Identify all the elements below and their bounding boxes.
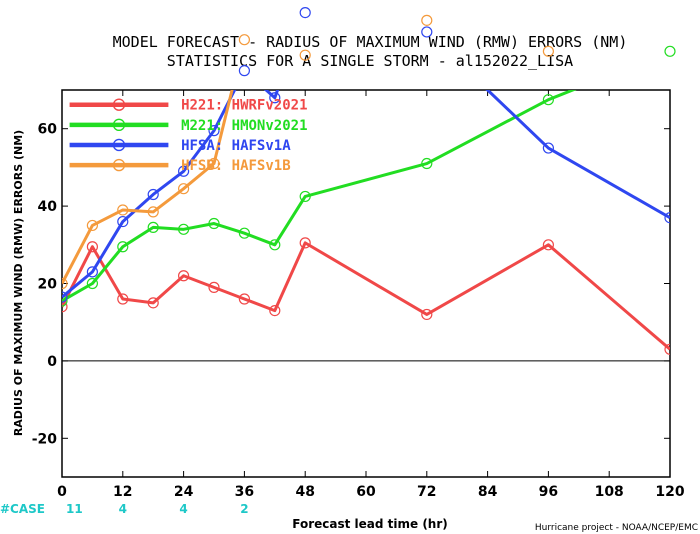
x-tick-label: 96: [539, 484, 558, 500]
y-tick-label: -20: [32, 431, 58, 447]
data-point: [421, 14, 433, 26]
legend-label: M221: HMONv2021: [181, 118, 307, 134]
data-point: [178, 165, 190, 177]
x-tick-label: 84: [478, 484, 498, 500]
data-point: [238, 293, 250, 305]
x-tick-label: 72: [417, 484, 436, 500]
data-point: [147, 297, 159, 309]
data-point: [208, 157, 220, 170]
x-tick-label: 48: [295, 484, 314, 500]
data-point: [178, 270, 190, 282]
data-point: [62, 277, 68, 290]
data-point: [664, 212, 670, 224]
series-line: [62, 241, 670, 351]
data-point: [542, 142, 555, 154]
data-point: [542, 239, 555, 251]
legend-label: HFSA: HAFSv1A: [181, 138, 291, 154]
legend-label: HFSB: HAFSv1B: [181, 158, 291, 174]
y-tick-label: 20: [38, 277, 58, 293]
axes: 0 12 24 36 48 60 72 84 96 108 120 -20 0 20 40 60: [32, 90, 685, 500]
data-point: [117, 215, 129, 228]
data-point: [421, 26, 433, 38]
series-line: [62, 90, 577, 303]
data-point: [62, 301, 68, 313]
data-point: [117, 293, 129, 305]
series-1: [62, 90, 577, 307]
case-count: 11: [66, 502, 83, 516]
data-point: [86, 219, 99, 232]
chart-title-line2: STATISTICS FOR A SINGLE STORM - al152022…: [167, 52, 573, 70]
legend-item: HFSA: HAFSv1A: [69, 138, 291, 154]
legend: H221: HWRFv2021 M221: HMONv2021 HFSA: HAFS…: [69, 98, 308, 174]
data-point: [178, 183, 190, 195]
plot-frame: [61, 89, 671, 478]
data-point: [117, 204, 129, 216]
data-point: [62, 295, 68, 307]
case-count: 4: [119, 502, 127, 516]
data-point: [208, 217, 220, 230]
legend-item: HFSB: HAFSv1B: [69, 158, 291, 174]
chart-title-line1: MODEL FORECAST - RADIUS OF MAXIMUM WIND …: [113, 33, 628, 51]
x-tick-label: 12: [113, 484, 132, 500]
x-tick-label: 60: [356, 484, 376, 500]
data-point: [238, 65, 250, 77]
legend-marker: [112, 158, 126, 172]
legend-item: H221: HWRFv2021: [69, 98, 308, 114]
data-point: [147, 221, 159, 233]
legend-marker: [112, 138, 126, 152]
y-tick-label: 40: [38, 199, 58, 215]
case-count: 2: [240, 502, 248, 516]
offscale-markers: [238, 7, 676, 77]
data-point: [269, 239, 281, 251]
data-point: [299, 190, 311, 203]
series-0: [62, 237, 670, 355]
series-line: [62, 90, 234, 285]
x-tick-label: 36: [235, 484, 254, 500]
case-count-row: #CASE 11 4 4 2: [0, 502, 249, 516]
data-point: [86, 277, 99, 290]
data-point: [117, 241, 129, 253]
data-point: [178, 223, 190, 235]
data-point: [542, 94, 555, 106]
data-point: [269, 304, 281, 317]
data-point: [664, 45, 676, 57]
x-axis-label: Forecast lead time (hr): [292, 517, 448, 531]
y-tick-label: 60: [38, 122, 58, 138]
case-count: 4: [179, 502, 187, 516]
data-point: [62, 291, 68, 303]
case-label: #CASE: [0, 502, 45, 516]
x-tick-label: 0: [57, 484, 67, 500]
credit-text: Hurricane project - NOAA/NCEP/EMC: [535, 523, 698, 533]
data-point: [421, 157, 433, 170]
legend-label: H221: HWRFv2021: [181, 98, 307, 114]
data-point: [542, 45, 555, 57]
x-tick-label: 120: [655, 484, 684, 500]
data-point: [269, 92, 281, 104]
y-tick-label: 0: [47, 354, 57, 370]
legend-marker: [112, 98, 126, 111]
legend-marker: [112, 118, 126, 132]
data-point: [664, 343, 670, 355]
data-point: [147, 206, 159, 218]
data-point: [147, 188, 159, 201]
data-point: [421, 308, 433, 321]
series-3: [62, 90, 234, 290]
data-point: [238, 34, 250, 46]
legend-item: M221: HMONv2021: [69, 118, 308, 134]
series-layer: [62, 90, 670, 355]
data-point: [238, 227, 250, 239]
x-tick-label: 108: [595, 484, 624, 500]
x-tick-label: 24: [174, 484, 194, 500]
data-point: [299, 7, 311, 19]
data-point: [208, 281, 220, 293]
y-axis-label: RADIUS OF MAXIMUM WIND (RMW) ERRORS (NM): [12, 130, 25, 436]
data-point: [208, 125, 220, 137]
data-point: [299, 237, 311, 249]
data-point: [86, 241, 99, 253]
data-point: [86, 266, 99, 278]
data-point: [299, 49, 311, 61]
